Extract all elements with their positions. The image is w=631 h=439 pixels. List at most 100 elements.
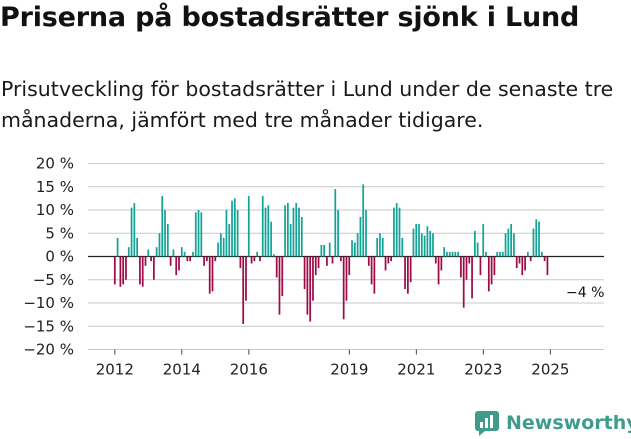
bar [546,256,549,276]
bar [247,196,250,257]
bar [342,256,345,320]
bar [231,200,233,257]
bar [359,216,362,257]
bar [233,198,236,257]
bar [457,251,459,257]
bar [353,242,356,257]
bar [225,210,228,257]
bar [390,256,392,262]
bar [303,256,306,290]
bar [141,256,144,287]
bar [261,196,264,257]
chart-subtitle: Prisutveckling för bostadsrätter i Lund … [1,77,614,132]
bar [180,247,183,257]
bar [328,242,331,257]
bar [164,210,166,257]
bar [228,223,231,257]
bar [242,256,245,324]
bar [387,256,390,264]
bar [320,244,323,257]
y-tick-label: 15 % [36,178,74,196]
bar [451,251,454,257]
bar [264,207,267,257]
bar [281,256,284,297]
bar [292,207,295,257]
bar [440,256,443,271]
bar [250,256,253,264]
bar [395,203,398,257]
bar [169,256,172,266]
bar [161,196,164,257]
x-tick-label: 2025 [531,361,569,379]
bar [136,237,138,257]
y-axis-tick-labels: 20 % 15 % 10 % 5 % 0 % −5 % −10 % −15 % −20 % [23,155,74,359]
bar [217,242,219,257]
bar [275,256,278,278]
bar [482,223,485,257]
bar-series [113,184,549,324]
bar [540,251,543,257]
bar [317,256,320,269]
bar [113,256,116,285]
bar [409,256,412,283]
y-tick-label: −5 % [33,271,74,289]
bar [122,256,125,285]
bar [351,240,353,257]
bar [401,237,404,257]
chart-title: Priserna på bostadsrätter sjönk i Lund [0,2,580,33]
bar [521,256,524,276]
bar [295,203,298,257]
x-tick-label: 2021 [397,361,435,379]
bar [323,244,326,257]
bar [286,203,289,257]
bar [278,256,281,315]
bar [166,223,169,257]
bar [189,256,192,262]
bar [150,256,152,262]
bar [476,242,479,257]
bar [379,233,381,257]
bar [454,251,457,257]
bar [473,230,476,257]
bar [289,223,292,257]
newsworthy-brand[interactable]: Newsworthy [474,408,631,438]
bar [524,256,526,271]
bar [348,256,351,276]
bar [208,256,211,294]
bar [236,210,239,257]
bar-chart: 20 % 15 % 10 % 5 % 0 % −5 % −10 % −15 % −20 % 20… [23,155,604,379]
bar [267,205,270,257]
bar [178,256,180,271]
bar [153,256,155,280]
bar [384,256,387,271]
bar [211,256,214,292]
y-tick-label: 10 % [36,201,74,219]
bar [306,256,309,315]
bar [538,221,540,257]
bar [206,256,208,262]
bar [471,256,473,299]
bar [175,256,178,276]
bar [256,251,259,257]
bar [432,233,434,257]
x-tick-label: 2014 [163,361,201,379]
bar [415,223,418,257]
bar [510,223,513,257]
bar [147,249,150,257]
bar [119,256,122,287]
bar [139,256,141,285]
bar [426,226,429,257]
bar [496,251,499,257]
bar [493,256,496,276]
bar [532,228,535,257]
bar [312,256,314,301]
bar [535,219,538,257]
bar [446,251,448,257]
bar [448,251,451,257]
bar [515,256,518,269]
x-tick-label: 2012 [96,361,134,379]
bar [144,256,147,266]
bar [186,256,189,262]
bar [183,251,186,257]
bar [200,212,203,257]
